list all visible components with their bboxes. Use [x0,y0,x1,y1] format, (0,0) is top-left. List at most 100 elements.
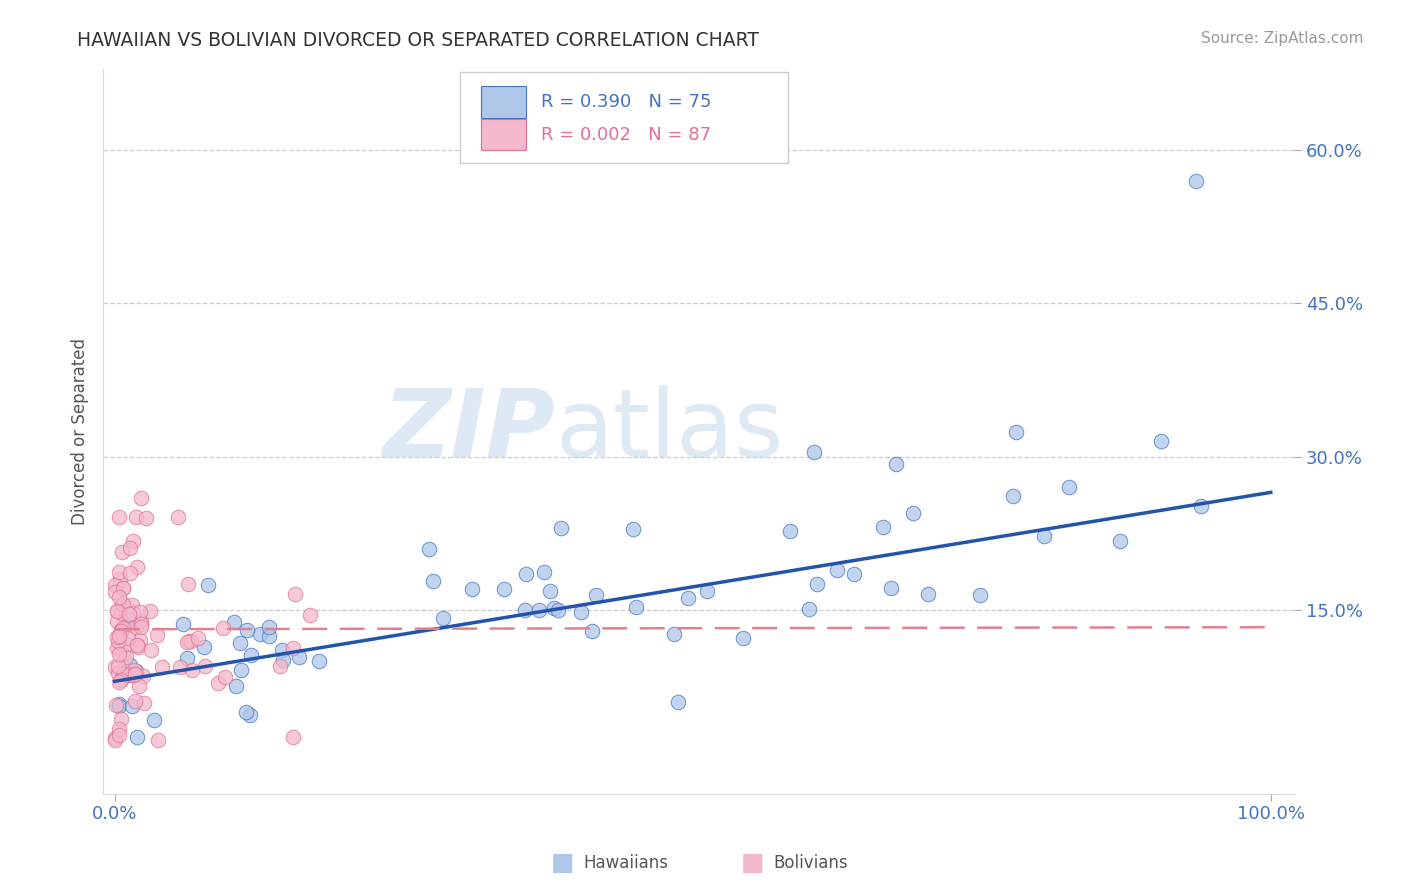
Point [1002,489,1025,503]
Point [104,660,127,674]
Text: ■: ■ [551,851,574,874]
Point [271,643,294,657]
Point [124,663,146,677]
Point [886,458,908,472]
Point [460,582,482,596]
Point [124,667,146,681]
Point [108,572,131,586]
Point [550,521,572,535]
Point [779,524,801,538]
Point [124,510,146,524]
Point [107,666,129,681]
Point [124,694,146,708]
Point [172,617,194,632]
Point [104,698,127,712]
Point [142,714,165,728]
FancyBboxPatch shape [481,119,526,151]
Point [111,581,134,595]
Point [177,576,200,591]
Point [118,566,141,581]
Point [308,654,330,668]
Point [112,582,135,596]
Point [432,611,454,625]
Point [107,658,129,673]
Point [127,640,149,654]
Point [1150,434,1173,449]
Point [207,676,229,690]
Point [621,523,644,537]
Point [231,664,253,678]
Point [229,636,252,650]
Text: Source: ZipAtlas.com: Source: ZipAtlas.com [1201,31,1364,46]
Point [121,667,143,681]
Point [803,444,825,458]
Point [299,607,322,622]
Point [129,632,152,647]
Point [108,565,131,579]
Point [118,658,141,673]
Point [239,708,262,723]
Point [1057,480,1080,494]
FancyBboxPatch shape [481,86,526,118]
Point [105,604,128,618]
Point [121,598,143,612]
Text: Hawaiians: Hawaiians [583,854,668,871]
Point [131,491,153,506]
Point [108,647,131,661]
Point [569,606,592,620]
Point [180,634,202,648]
Point [121,698,143,713]
Point [125,665,148,679]
Point [194,659,217,673]
Point [107,722,129,736]
Point [193,640,215,654]
Point [128,614,150,628]
Point [176,651,198,665]
Point [110,624,132,638]
Point [225,679,247,693]
Point [676,591,699,605]
Point [122,534,145,549]
Point [211,622,233,636]
Point [257,629,280,643]
Point [152,659,174,673]
FancyBboxPatch shape [460,72,787,163]
Point [105,630,128,644]
Point [515,567,537,582]
Point [115,637,138,651]
Text: HAWAIIAN VS BOLIVIAN DIVORCED OR SEPARATED CORRELATION CHART: HAWAIIAN VS BOLIVIAN DIVORCED OR SEPARAT… [77,31,759,50]
Y-axis label: Divorced or Separated: Divorced or Separated [72,337,89,524]
Point [132,669,155,683]
Point [107,633,129,648]
Point [122,606,145,620]
Point [494,582,516,597]
Point [115,649,138,664]
Point [235,623,257,637]
Point [117,631,139,645]
Point [1189,499,1212,513]
Point [797,601,820,615]
Point [112,647,135,661]
Point [538,583,561,598]
Point [224,615,246,630]
Point [108,509,131,524]
Point [806,577,828,591]
Text: R = 0.390   N = 75: R = 0.390 N = 75 [541,93,711,111]
Point [281,730,304,744]
Point [177,633,200,648]
Point [418,541,440,556]
Point [108,699,131,714]
Point [169,660,191,674]
Point [111,597,134,611]
Point [111,621,134,635]
Point [139,603,162,617]
Point [110,712,132,726]
Point [111,544,134,558]
Point [125,560,148,574]
Point [180,663,202,677]
Text: ■: ■ [741,851,763,874]
Point [547,603,569,617]
Point [146,733,169,747]
Text: Bolivians: Bolivians [773,854,848,871]
Point [733,631,755,645]
